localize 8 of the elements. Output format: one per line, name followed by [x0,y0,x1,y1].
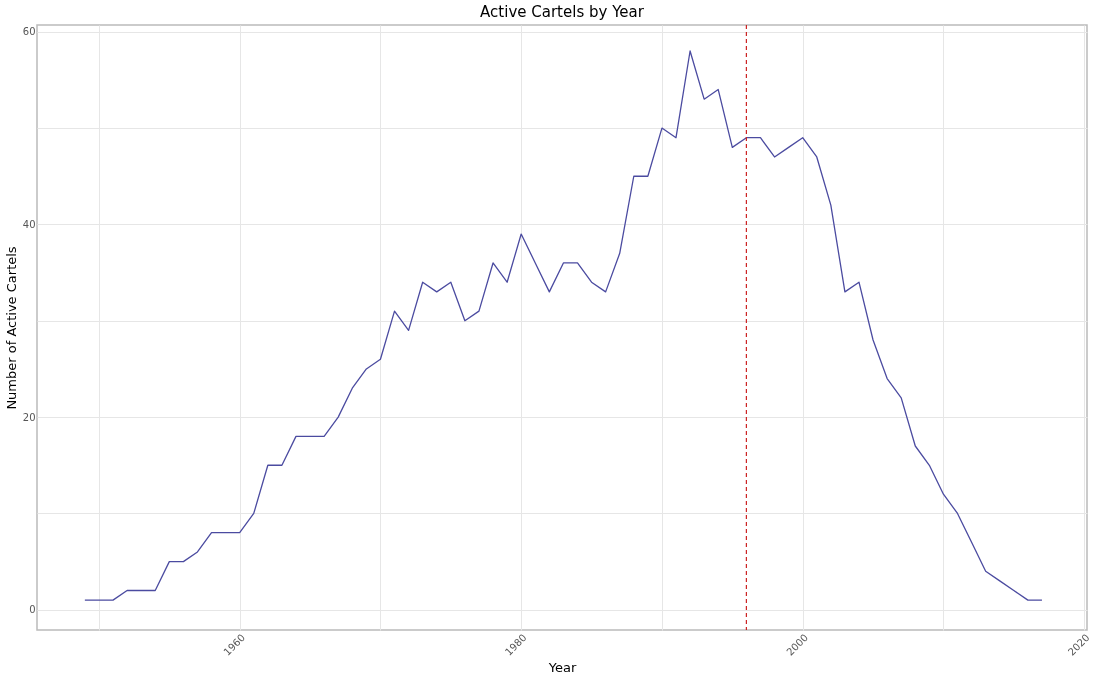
y-tick-label: 40 [22,218,36,230]
y-axis-title: Number of Active Cartels [3,246,19,410]
x-axis-title: Year [547,659,577,675]
y-tick-label: 20 [22,411,36,423]
y-tick-label: 60 [22,26,36,38]
y-tick-label: 0 [29,604,36,616]
chart-title: Active Cartels by Year [480,3,645,22]
line-series [84,50,1043,601]
